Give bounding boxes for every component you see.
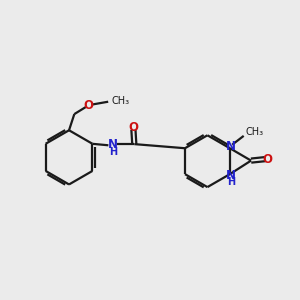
Text: O: O (128, 121, 138, 134)
Text: O: O (262, 153, 272, 166)
Text: N: N (226, 169, 236, 182)
Text: H: H (109, 147, 117, 157)
Text: CH₃: CH₃ (111, 96, 129, 106)
Text: N: N (226, 140, 236, 153)
Text: N: N (108, 138, 118, 151)
Text: O: O (83, 99, 94, 112)
Text: H: H (227, 177, 236, 187)
Text: CH₃: CH₃ (246, 127, 264, 137)
